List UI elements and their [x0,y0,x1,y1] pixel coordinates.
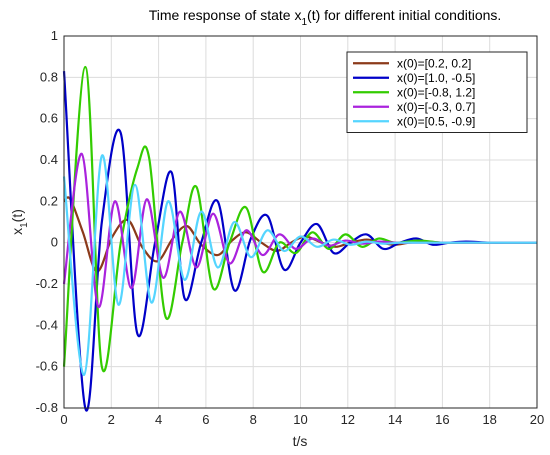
x-axis-label: t/s [293,433,308,449]
legend-entry-4: x(0)=[-0.3, 0.7] [397,100,475,114]
x-tick-label: 14 [388,412,402,427]
x-tick-label: 20 [530,412,544,427]
legend-entry-2: x(0)=[1.0, -0.5] [397,71,475,85]
x-tick-label: 2 [108,412,115,427]
x-tick-label: 18 [482,412,496,427]
x-tick-label: 6 [202,412,209,427]
legend-entry-1: x(0)=[0.2, 0.2] [397,56,471,70]
legend-entry-3: x(0)=[-0.8, 1.2] [397,85,475,99]
legend-entry-5: x(0)=[0.5, -0.9] [397,114,475,128]
x-tick-label: 12 [341,412,355,427]
y-tick-label: 0.2 [40,193,58,208]
x-tick-label: 4 [155,412,162,427]
series-line-5 [62,154,537,377]
x-tick-label: 0 [60,412,67,427]
y-tick-label: -0.8 [36,400,58,415]
y-tick-label: -0.2 [36,276,58,291]
y-tick-label: -0.6 [36,359,58,374]
x-tick-label: 16 [435,412,449,427]
y-tick-label: 1 [51,28,58,43]
chart-title: Time response of state x1(t) for differe… [149,7,502,28]
x-tick-label: 10 [293,412,307,427]
series-lines [62,65,537,412]
x-tick-label: 8 [250,412,257,427]
y-tick-label: 0 [51,235,58,250]
y-tick-label: 0.6 [40,111,58,126]
y-tick-label: 0.4 [40,152,58,167]
plot-frame [63,35,538,409]
tick-labels: 0 2 4 6 8 10 12 14 16 18 20 -0.8 -0.6 -0.4 -0.2 0 0.2 0.4… [36,28,545,427]
legend: x(0)=[0.2, 0.2]x(0)=[1.0, -0.5]x(0)=[-0.… [346,51,528,133]
series-line-3 [62,65,537,372]
y-tick-label: 0.8 [40,69,58,84]
y-axis-label: x1(t) [9,209,30,235]
y-tick-label: -0.4 [36,317,58,332]
